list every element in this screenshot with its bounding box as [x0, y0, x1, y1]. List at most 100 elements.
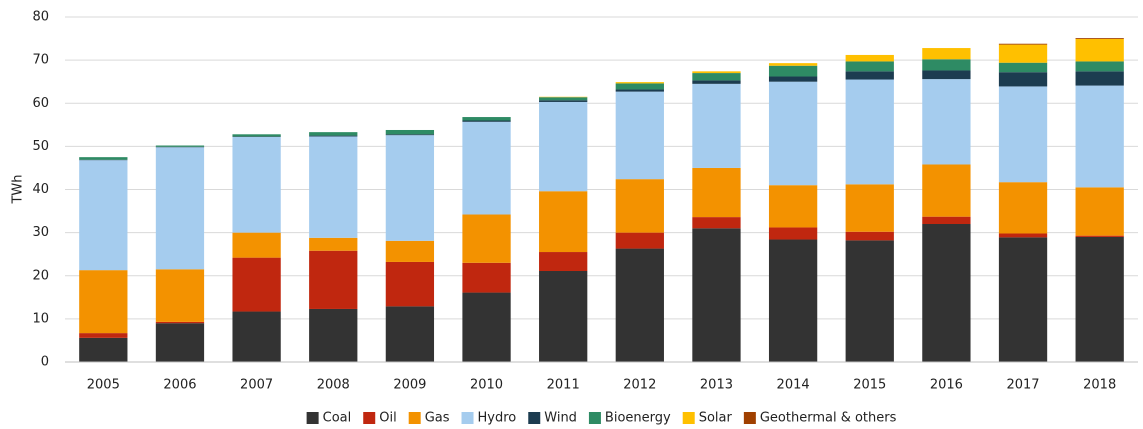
bar-segment [309, 237, 358, 251]
bar-segment [155, 323, 205, 362]
bar-segment [998, 233, 1048, 238]
bar-segment [462, 117, 511, 121]
legend-swatch [306, 412, 319, 424]
bar-segment [385, 240, 435, 262]
bar-segment [615, 82, 664, 84]
bar-segment [462, 121, 511, 215]
bar-segment [462, 292, 511, 362]
x-tick-label: 2017 [1006, 378, 1039, 393]
bar-segment [155, 269, 205, 322]
bar-segment [768, 81, 818, 186]
bar-segment [155, 321, 205, 324]
bar-segment [692, 167, 741, 218]
bar-segment [309, 250, 358, 309]
bar-segment [692, 217, 741, 229]
bar-segment [385, 261, 435, 307]
bar-segment [615, 248, 664, 362]
legend-swatch [743, 412, 756, 424]
bar-segment [1075, 85, 1124, 188]
bar-segment [845, 61, 894, 72]
bar-segment [79, 270, 128, 334]
bar-segment [232, 136, 281, 233]
bar-segment [1075, 38, 1124, 39]
legend-label: Solar [699, 411, 733, 426]
bar-segment [539, 252, 588, 272]
bar-segment [845, 54, 894, 62]
y-tick-label: 20 [32, 268, 49, 283]
bar-segment [998, 44, 1048, 63]
bar-segment [845, 184, 894, 232]
y-tick-label: 60 [32, 96, 49, 111]
y-axis-label: TWh [11, 174, 26, 204]
bar-segment [615, 232, 664, 249]
bar-segment [768, 239, 818, 362]
bar-segment [768, 227, 818, 240]
bar-segment [462, 262, 511, 293]
bar-segment [462, 120, 511, 122]
x-tick-label: 2005 [87, 378, 120, 393]
legend-label: Gas [425, 411, 450, 426]
x-tick-label: 2009 [393, 378, 426, 393]
bar-segment [922, 224, 971, 362]
y-tick-label: 10 [32, 311, 49, 326]
bar-segment [155, 145, 205, 147]
bar-segment [615, 179, 664, 233]
y-tick-label: 0 [41, 355, 49, 370]
bar-segment [768, 63, 818, 66]
x-tick-label: 2010 [470, 378, 503, 393]
bar-segment [845, 231, 894, 241]
x-tick-label: 2014 [777, 378, 810, 393]
bar-segment [385, 306, 435, 362]
bar-segment [539, 97, 588, 101]
legend-label: Wind [544, 411, 577, 426]
bar-segment [1075, 61, 1124, 72]
bar-segment [309, 136, 358, 238]
bar-segment [232, 134, 281, 137]
bar-segment [922, 164, 971, 217]
legend-swatch [682, 412, 695, 424]
bar-segment [309, 132, 358, 136]
bar-segment [539, 271, 588, 362]
bar-segment [385, 129, 435, 135]
legend-swatch [528, 412, 541, 424]
x-tick-label: 2013 [700, 378, 733, 393]
bar-segment [768, 65, 818, 77]
y-tick-label: 50 [32, 139, 49, 154]
x-tick-label: 2008 [317, 378, 350, 393]
bar-segment [692, 71, 741, 74]
bar-segment [1075, 235, 1124, 237]
bar-segment [768, 185, 818, 228]
legend-swatch [408, 412, 421, 424]
y-tick-label: 40 [32, 182, 49, 197]
y-tick-label: 70 [32, 53, 49, 68]
bar-segment [845, 79, 894, 185]
legend-swatch [461, 412, 474, 424]
x-tick-label: 2012 [623, 378, 656, 393]
bar-segment [998, 86, 1048, 183]
bar-segment [998, 43, 1048, 45]
bar-segment [155, 147, 205, 270]
bar-segment [922, 48, 971, 60]
bar-segment [998, 72, 1048, 87]
bar-segment [79, 160, 128, 271]
bar-segment [232, 257, 281, 312]
bar-segment [79, 337, 128, 362]
bar-segment [309, 308, 358, 362]
x-tick-label: 2018 [1083, 378, 1116, 393]
bar-segment [922, 216, 971, 224]
bar-segment [998, 182, 1048, 234]
bar-segment [998, 62, 1048, 73]
bar-segment [1075, 71, 1124, 86]
bar-segment [692, 80, 741, 84]
bar-segment [922, 70, 971, 80]
bar-segment [539, 191, 588, 253]
bar-segment [232, 311, 281, 362]
bar-segment [385, 134, 435, 136]
legend-label: Hydro [478, 411, 517, 426]
bar-segment [768, 76, 818, 82]
bar-segment [462, 214, 511, 263]
bar-segment [692, 228, 741, 362]
bar-segment [692, 83, 741, 168]
y-tick-label: 30 [32, 225, 49, 240]
